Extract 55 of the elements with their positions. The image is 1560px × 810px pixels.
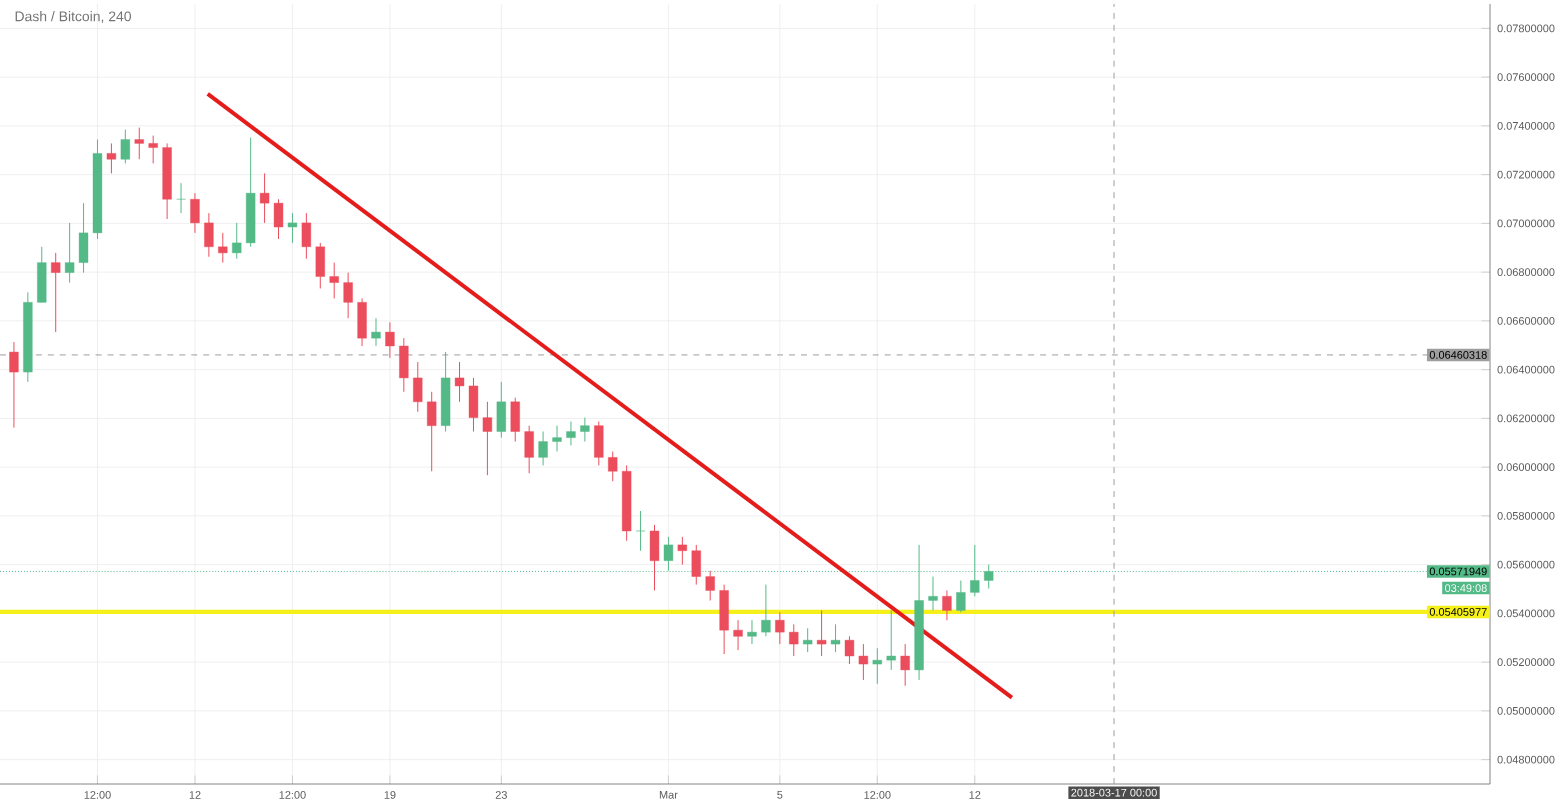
candlestick [399, 337, 409, 393]
candlestick [190, 192, 200, 234]
candlestick [538, 431, 548, 466]
candlestick [747, 619, 757, 645]
candlestick [733, 619, 743, 651]
candlestick [510, 397, 520, 443]
candlestick [357, 297, 367, 347]
candlestick [677, 536, 687, 566]
candlestick [775, 611, 785, 645]
candlestick [872, 647, 882, 685]
candlestick [803, 627, 813, 653]
candlestick [649, 524, 660, 591]
candlestick [218, 232, 228, 264]
candlestick [566, 421, 576, 446]
candlestick [928, 576, 938, 611]
candlestick [942, 589, 952, 621]
candlestick [37, 246, 47, 303]
candlestick [413, 361, 423, 413]
candlestick [691, 544, 701, 586]
candlestick [301, 212, 312, 260]
candlestick [315, 242, 325, 289]
candlestick [663, 536, 674, 572]
candlestick [580, 417, 590, 443]
candlestick [106, 142, 117, 174]
candlestick [120, 129, 130, 164]
candlestick [705, 570, 715, 601]
candlestick [148, 135, 158, 164]
candlestick [176, 182, 186, 214]
candlestick [496, 381, 506, 439]
candlestick [232, 222, 242, 260]
candlestick [51, 252, 61, 333]
candlestick [385, 321, 395, 359]
candlestick [900, 643, 910, 687]
candlestick [635, 510, 646, 552]
candlestick [719, 584, 729, 655]
candlestick [329, 262, 339, 299]
candlestick [886, 609, 896, 671]
candlestick [789, 623, 799, 657]
candlestick [204, 212, 214, 258]
candlestick [287, 212, 298, 244]
candlestick [524, 425, 534, 474]
candlestick [830, 623, 841, 653]
candlestick [440, 351, 451, 433]
candlestick [816, 609, 827, 657]
candlestick [427, 391, 437, 472]
candlestick [608, 451, 618, 482]
candlestick [956, 579, 966, 613]
candlestick [594, 421, 604, 466]
candlestick [343, 272, 353, 319]
candlestick [970, 544, 980, 597]
candlestick [761, 584, 771, 637]
candlestick [9, 341, 19, 429]
candlestick [552, 425, 562, 453]
candlestick [134, 127, 144, 160]
candlestick [371, 317, 381, 347]
